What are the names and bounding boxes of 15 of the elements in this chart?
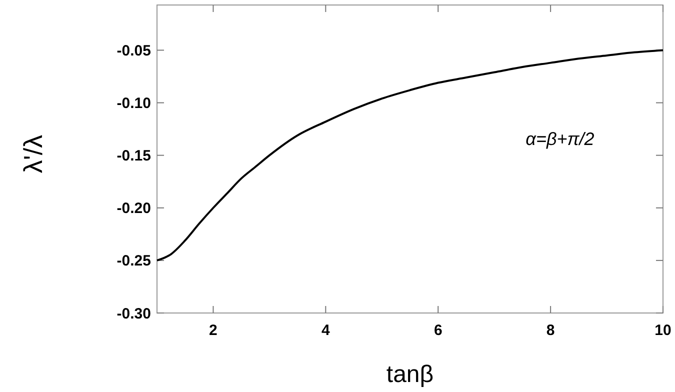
y-tick-label: -0.15 [116, 148, 151, 165]
x-axis-title: tanβ [386, 361, 434, 388]
x-tick-label: 6 [434, 322, 442, 339]
y-tick-label: -0.25 [116, 252, 151, 270]
x-tick-label: 2 [209, 322, 218, 339]
y-tick-label: -0.05 [116, 42, 151, 60]
y-tick-label: -0.30 [116, 305, 151, 322]
line-series [156, 49, 664, 262]
annotation: α=β+π/2 [526, 129, 594, 149]
y-tick-label: -0.20 [116, 200, 151, 218]
x-tick-label: 10 [654, 322, 672, 339]
y-tick-label: -0.10 [116, 95, 151, 112]
x-tick-label: 4 [321, 322, 330, 339]
y-axis-title: λ'/λ [18, 134, 48, 174]
x-tick-label: 8 [546, 322, 555, 339]
